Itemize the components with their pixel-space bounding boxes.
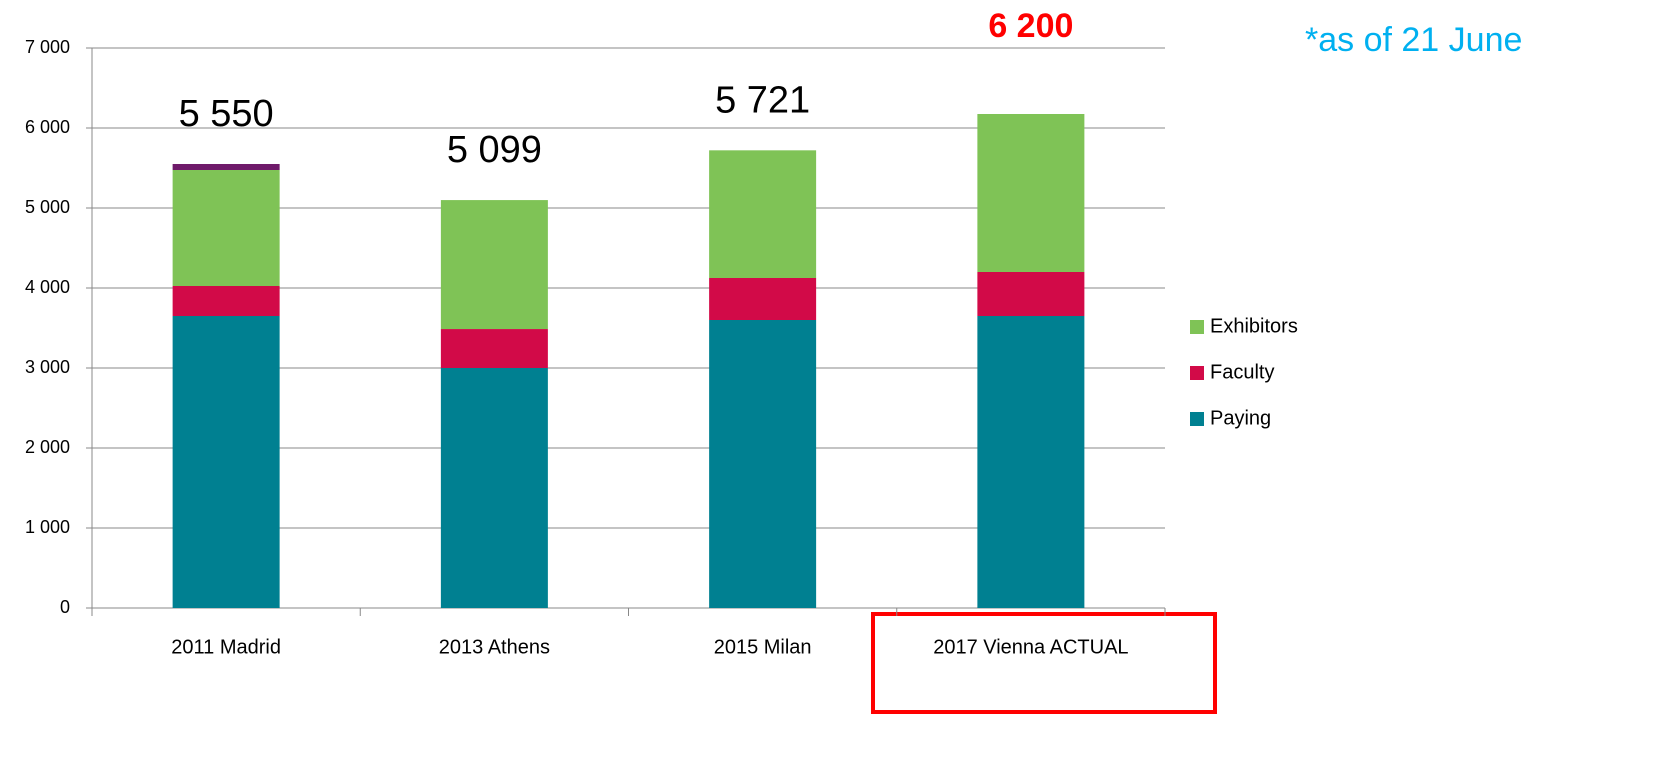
y-tick-label: 6 000 bbox=[25, 117, 70, 137]
x-tick-label: 2017 Vienna ACTUAL bbox=[933, 636, 1128, 658]
bar-segment bbox=[709, 278, 817, 320]
bar-segment bbox=[977, 316, 1085, 608]
total-label: 5 550 bbox=[179, 93, 274, 135]
y-tick-label: 5 000 bbox=[25, 197, 70, 217]
bar-segment bbox=[172, 164, 280, 170]
y-tick-label: 4 000 bbox=[25, 277, 70, 297]
legend-swatch bbox=[1190, 320, 1204, 334]
y-tick-label: 1 000 bbox=[25, 517, 70, 537]
bar-segment bbox=[172, 170, 280, 286]
bar-segment bbox=[440, 329, 548, 368]
bar-segment bbox=[172, 316, 280, 608]
bar-segment bbox=[977, 272, 1085, 316]
y-tick-label: 0 bbox=[60, 597, 70, 617]
bar-segment bbox=[172, 286, 280, 316]
x-tick-label: 2013 Athens bbox=[439, 636, 550, 658]
legend-label: Paying bbox=[1210, 407, 1271, 429]
total-label: 5 099 bbox=[447, 129, 542, 171]
bar-segment bbox=[440, 368, 548, 608]
x-tick-label: 2015 Milan bbox=[714, 636, 812, 658]
bar-segment bbox=[440, 200, 548, 330]
annotation: *as of 21 June bbox=[1305, 21, 1522, 59]
total-label: 6 200 bbox=[988, 7, 1073, 45]
legend-label: Exhibitors bbox=[1210, 315, 1298, 337]
total-label: 5 721 bbox=[715, 79, 810, 121]
bar-segment bbox=[709, 320, 817, 608]
y-tick-label: 7 000 bbox=[25, 37, 70, 57]
x-tick-label: 2011 Madrid bbox=[171, 636, 281, 658]
legend-swatch bbox=[1190, 412, 1204, 426]
bar-segment bbox=[977, 114, 1085, 272]
legend-swatch bbox=[1190, 366, 1204, 380]
y-tick-label: 3 000 bbox=[25, 357, 70, 377]
y-tick-label: 2 000 bbox=[25, 437, 70, 457]
highlight-box bbox=[871, 612, 1217, 714]
legend-label: Faculty bbox=[1210, 361, 1274, 383]
bar-segment bbox=[709, 150, 817, 278]
